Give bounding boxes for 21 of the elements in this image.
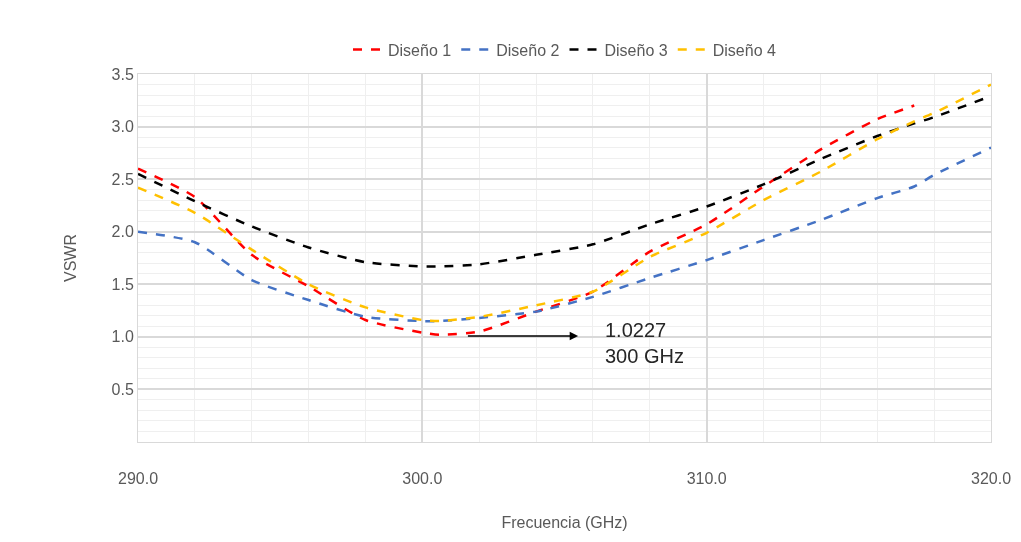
legend-label: Diseño 3: [604, 41, 668, 59]
line-series: [138, 83, 991, 323]
y-tick-label: 3.5: [111, 65, 134, 83]
y-tick-label: 1.5: [111, 275, 134, 293]
annotation: 1.0227 300 GHz: [605, 319, 684, 367]
x-tick-label: 290.0: [117, 470, 159, 488]
legend-label: Diseño 4: [712, 41, 776, 59]
legend-label: Diseño 1: [388, 41, 452, 59]
y-axis-title: VSWR: [62, 234, 80, 282]
y-tick-label: 0.5: [111, 381, 134, 399]
line-series: [138, 104, 916, 336]
y-tick-label: 1.0: [111, 328, 134, 346]
x-tick-label: 320.0: [970, 470, 1012, 488]
x-axis-title: Frecuencia (GHz): [501, 513, 628, 531]
line-series: [138, 146, 991, 323]
y-tick-label: 2.5: [111, 170, 134, 188]
x-tick-label: 310.0: [686, 470, 727, 488]
x-tick-label: 300.0: [402, 470, 443, 488]
y-tick-label: 2.0: [111, 223, 134, 241]
legend-label: Diseño 2: [496, 41, 560, 59]
y-tick-label: 3.0: [111, 118, 134, 136]
